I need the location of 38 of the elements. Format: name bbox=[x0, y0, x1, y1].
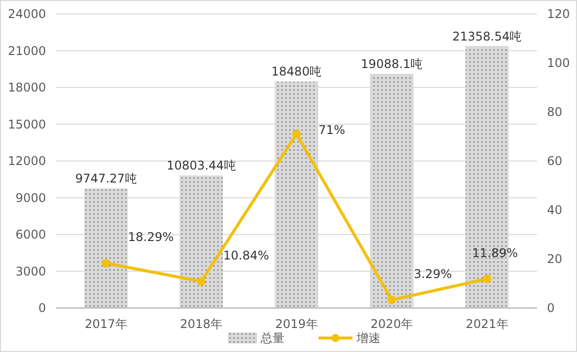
x-tick-label: 2017年 bbox=[84, 317, 128, 331]
y-tick-label: 12000 bbox=[8, 154, 46, 168]
data-label: 18480吨 bbox=[271, 64, 322, 79]
y2-tick-label: 60 bbox=[547, 154, 562, 168]
legend-label: 总量 bbox=[260, 331, 284, 345]
y2-tick-label: 20 bbox=[547, 252, 562, 266]
y2-tick-label: 120 bbox=[547, 7, 570, 22]
y-tick-label: 15000 bbox=[8, 117, 46, 132]
y-tick-label: 0 bbox=[38, 301, 46, 316]
data-label: 19088.1吨 bbox=[360, 57, 423, 72]
point bbox=[482, 274, 492, 284]
point bbox=[196, 277, 206, 286]
data-label: 3.29% bbox=[414, 266, 452, 281]
x-tick-label: 2019年 bbox=[275, 317, 318, 331]
y-tick-label: 21000 bbox=[8, 44, 46, 58]
data-label: 21358.54吨 bbox=[452, 29, 522, 44]
y2-tick-label: 40 bbox=[547, 203, 562, 218]
y2-tick-label: 0 bbox=[547, 301, 555, 316]
data-label: 9747.27吨 bbox=[75, 172, 137, 186]
y-tick-label: 9000 bbox=[15, 190, 46, 205]
x-tick-label: 2020年 bbox=[370, 317, 414, 331]
point bbox=[387, 296, 396, 304]
y2-tick-label: 100 bbox=[547, 56, 570, 70]
data-label: 10.84% bbox=[223, 248, 270, 262]
legend-label: 增速 bbox=[356, 331, 380, 345]
y-tick-label: 18000 bbox=[8, 80, 46, 95]
x-tick-label: 2018年 bbox=[180, 317, 223, 331]
data-label: 71% bbox=[318, 123, 346, 138]
y-tick-label: 24000 bbox=[8, 7, 46, 22]
data-label: 18.29% bbox=[128, 230, 174, 244]
x-tick-label: 2021年 bbox=[466, 317, 508, 331]
point bbox=[102, 258, 110, 268]
y2-tick-label: 80 bbox=[547, 105, 562, 120]
data-label: 11.89% bbox=[472, 246, 518, 260]
point bbox=[292, 130, 301, 138]
y-tick-label: 3000 bbox=[15, 264, 46, 278]
y-tick-label: 6000 bbox=[15, 228, 46, 242]
data-label: 10803.44吨 bbox=[166, 158, 236, 173]
